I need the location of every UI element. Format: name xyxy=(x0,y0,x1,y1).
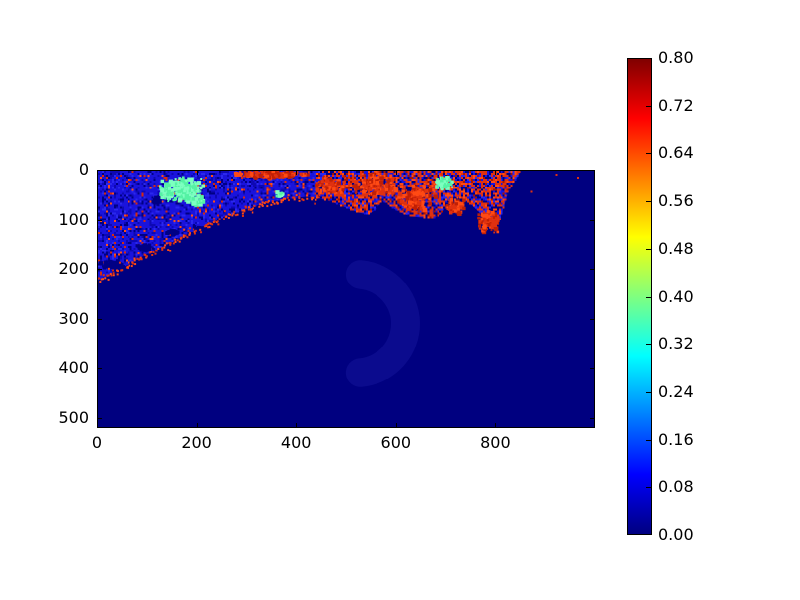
colorbar-tick xyxy=(646,201,652,203)
x-tick-top xyxy=(296,170,298,175)
colorbar-tick xyxy=(646,391,652,393)
heatmap-canvas xyxy=(98,171,594,427)
x-tick-top xyxy=(97,170,98,175)
y-tick-label: 200 xyxy=(58,259,89,279)
x-tick-top xyxy=(495,170,497,175)
x-tick-bottom xyxy=(97,423,98,428)
y-tick-right xyxy=(590,269,595,271)
x-tick-top xyxy=(196,170,198,175)
colorbar-tick xyxy=(646,487,652,489)
colorbar-tick-label: 0.16 xyxy=(658,429,694,449)
x-tick-label: 400 xyxy=(280,433,312,452)
colorbar-tick-label: 0.08 xyxy=(658,477,694,497)
x-tick-top xyxy=(395,170,397,175)
x-tick-label: 200 xyxy=(181,433,212,452)
colorbar-tick-label: 0.00 xyxy=(658,525,694,544)
y-tick-label: 500 xyxy=(58,408,89,428)
colorbar-tick xyxy=(646,344,652,346)
colorbar-tick-label: 0.48 xyxy=(658,238,694,258)
y-tick-right xyxy=(590,418,595,420)
y-tick-right xyxy=(590,368,595,370)
y-tick-left xyxy=(97,269,102,271)
y-tick-label: 100 xyxy=(58,209,89,229)
y-tick-left xyxy=(97,318,102,320)
colorbar-tick-label: 0.24 xyxy=(658,381,694,401)
y-tick-left xyxy=(97,418,102,420)
y-tick-right xyxy=(590,219,595,221)
y-tick-left xyxy=(97,219,102,221)
colorbar-tick xyxy=(646,248,652,250)
heatmap-plot-area xyxy=(97,170,595,428)
y-tick-right xyxy=(590,318,595,320)
x-tick-label: 600 xyxy=(380,433,412,452)
x-tick-bottom xyxy=(196,423,198,428)
colorbar-gradient xyxy=(628,59,651,534)
y-tick-left xyxy=(97,368,102,370)
colorbar-tick xyxy=(646,439,652,441)
colorbar-tick xyxy=(646,534,652,535)
colorbar-tick-label: 0.56 xyxy=(658,191,694,211)
colorbar-tick-label: 0.64 xyxy=(658,143,694,163)
x-tick-bottom xyxy=(495,423,497,428)
colorbar-tick-label: 0.72 xyxy=(658,95,694,115)
y-tick-label: 400 xyxy=(58,358,89,378)
y-tick-label: 300 xyxy=(58,308,89,328)
colorbar-tick xyxy=(646,58,652,59)
colorbar-tick-label: 0.80 xyxy=(658,48,694,67)
colorbar-tick xyxy=(646,153,652,155)
x-tick-label: 800 xyxy=(480,433,511,452)
colorbar-tick xyxy=(646,105,652,107)
y-tick-right xyxy=(590,170,595,171)
colorbar-tick xyxy=(646,296,652,298)
x-tick-bottom xyxy=(296,423,298,428)
colorbar-tick-label: 0.40 xyxy=(658,286,694,306)
x-tick-label: 0 xyxy=(91,433,103,452)
y-tick-left xyxy=(97,170,102,171)
colorbar-tick-label: 0.32 xyxy=(658,334,694,354)
y-tick-label: 0 xyxy=(78,160,89,179)
x-tick-bottom xyxy=(395,423,397,428)
